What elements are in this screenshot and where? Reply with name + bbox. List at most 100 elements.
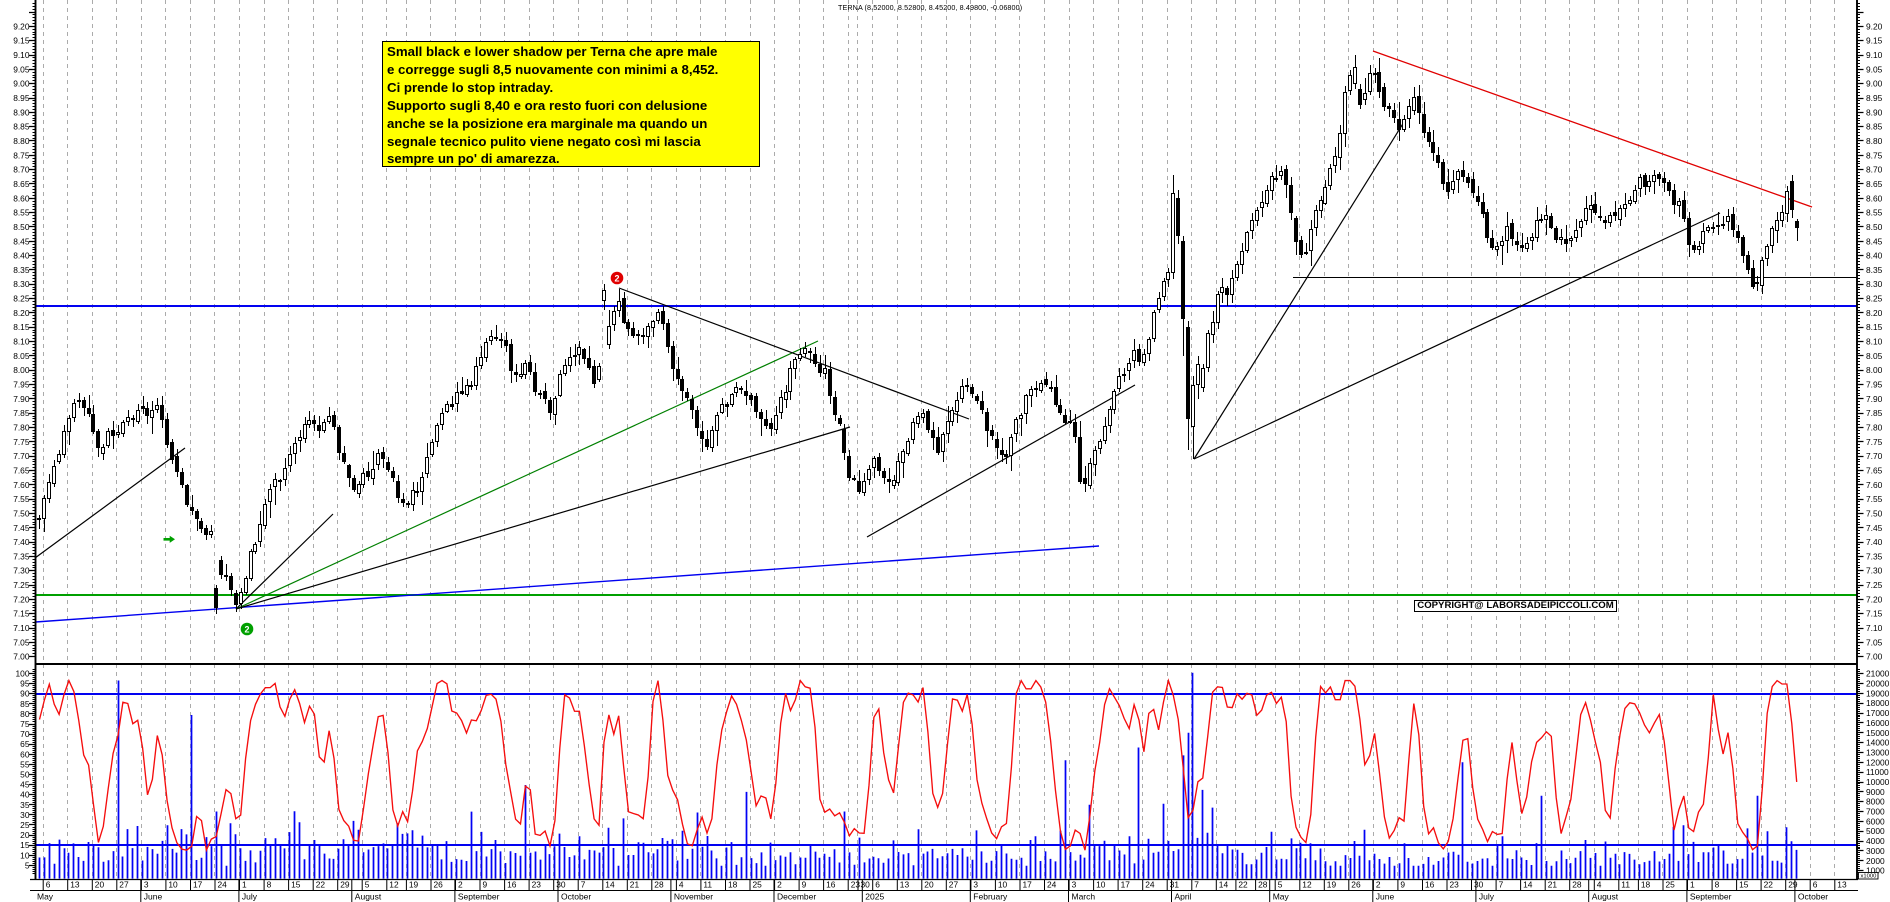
svg-text:7.30: 7.30 xyxy=(1866,566,1883,576)
svg-text:4: 4 xyxy=(1597,880,1602,890)
svg-text:7.30: 7.30 xyxy=(13,566,30,576)
svg-text:16: 16 xyxy=(826,880,836,890)
svg-text:9.15: 9.15 xyxy=(1866,36,1883,46)
svg-text:7.45: 7.45 xyxy=(1866,523,1883,533)
svg-text:8.65: 8.65 xyxy=(1866,179,1883,189)
svg-text:7.40: 7.40 xyxy=(1866,537,1883,547)
svg-text:20: 20 xyxy=(95,880,105,890)
svg-text:7.45: 7.45 xyxy=(13,523,30,533)
svg-text:10: 10 xyxy=(168,880,178,890)
svg-text:100: 100 xyxy=(16,669,30,679)
svg-text:29: 29 xyxy=(1788,880,1798,890)
svg-text:8.15: 8.15 xyxy=(1866,322,1883,332)
svg-text:7.50: 7.50 xyxy=(13,508,30,518)
svg-text:7: 7 xyxy=(1499,880,1504,890)
svg-text:17: 17 xyxy=(1121,880,1131,890)
svg-text:2: 2 xyxy=(1376,880,1381,890)
svg-text:8.15: 8.15 xyxy=(13,322,30,332)
svg-text:6: 6 xyxy=(875,880,880,890)
svg-text:15: 15 xyxy=(291,880,301,890)
svg-text:2: 2 xyxy=(614,274,619,284)
svg-text:12000: 12000 xyxy=(1866,757,1890,767)
svg-text:9.10: 9.10 xyxy=(1866,50,1883,60)
svg-text:8.20: 8.20 xyxy=(13,308,30,318)
svg-text:7.25: 7.25 xyxy=(1866,580,1883,590)
svg-text:8.10: 8.10 xyxy=(1866,337,1883,347)
svg-text:14000: 14000 xyxy=(1866,738,1890,748)
svg-text:60: 60 xyxy=(20,749,30,759)
svg-text:8.95: 8.95 xyxy=(13,93,30,103)
svg-text:13000: 13000 xyxy=(1866,748,1890,758)
svg-text:May: May xyxy=(37,892,54,902)
svg-text:8.50: 8.50 xyxy=(1866,222,1883,232)
svg-text:19: 19 xyxy=(1327,880,1337,890)
svg-text:8.70: 8.70 xyxy=(13,165,30,175)
svg-text:18: 18 xyxy=(728,880,738,890)
svg-text:5: 5 xyxy=(1278,880,1283,890)
svg-text:October: October xyxy=(1798,892,1828,902)
svg-text:80: 80 xyxy=(20,709,30,719)
svg-text:8.05: 8.05 xyxy=(1866,351,1883,361)
svg-text:13: 13 xyxy=(900,880,910,890)
svg-text:8.60: 8.60 xyxy=(1866,193,1883,203)
svg-text:8.35: 8.35 xyxy=(13,265,30,275)
svg-text:7.20: 7.20 xyxy=(1866,594,1883,604)
svg-text:10: 10 xyxy=(1096,880,1106,890)
svg-text:May: May xyxy=(1273,892,1290,902)
svg-text:8.25: 8.25 xyxy=(13,294,30,304)
svg-text:23: 23 xyxy=(532,880,542,890)
svg-text:95: 95 xyxy=(20,679,30,689)
svg-text:28: 28 xyxy=(1572,880,1582,890)
svg-text:3000: 3000 xyxy=(1866,846,1885,856)
svg-text:9.20: 9.20 xyxy=(1866,21,1883,31)
svg-text:1000: 1000 xyxy=(1866,866,1885,876)
svg-text:7.85: 7.85 xyxy=(13,408,30,418)
svg-text:17000: 17000 xyxy=(1866,708,1890,718)
svg-text:11: 11 xyxy=(703,880,712,890)
svg-text:7.65: 7.65 xyxy=(13,466,30,476)
svg-text:8.00: 8.00 xyxy=(13,365,30,375)
svg-text:31: 31 xyxy=(1170,880,1180,890)
svg-text:8.30: 8.30 xyxy=(13,279,30,289)
svg-text:17: 17 xyxy=(1023,880,1033,890)
svg-text:25: 25 xyxy=(753,880,763,890)
svg-text:18: 18 xyxy=(1641,880,1651,890)
svg-text:8.85: 8.85 xyxy=(13,122,30,132)
svg-text:27: 27 xyxy=(949,880,959,890)
svg-text:8.90: 8.90 xyxy=(1866,107,1883,117)
svg-text:26: 26 xyxy=(434,880,444,890)
svg-text:14: 14 xyxy=(1219,880,1229,890)
svg-text:August: August xyxy=(1592,892,1619,902)
svg-text:April: April xyxy=(1175,892,1192,902)
svg-text:November: November xyxy=(674,892,713,902)
svg-text:3: 3 xyxy=(1072,880,1077,890)
svg-text:September: September xyxy=(458,892,500,902)
svg-text:65: 65 xyxy=(20,739,30,749)
svg-text:2: 2 xyxy=(777,880,782,890)
svg-text:10000: 10000 xyxy=(1866,777,1890,787)
svg-text:7.55: 7.55 xyxy=(1866,494,1883,504)
svg-text:8.90: 8.90 xyxy=(13,107,30,117)
svg-text:16000: 16000 xyxy=(1866,718,1890,728)
svg-text:17: 17 xyxy=(193,880,203,890)
svg-text:21: 21 xyxy=(630,880,640,890)
svg-text:7.75: 7.75 xyxy=(1866,437,1883,447)
svg-text:8.95: 8.95 xyxy=(1866,93,1883,103)
svg-text:7.05: 7.05 xyxy=(1866,637,1883,647)
svg-text:7.05: 7.05 xyxy=(13,637,30,647)
svg-text:8.40: 8.40 xyxy=(1866,251,1883,261)
svg-text:8: 8 xyxy=(1715,880,1720,890)
svg-text:18000: 18000 xyxy=(1866,698,1890,708)
svg-text:8.75: 8.75 xyxy=(1866,150,1883,160)
svg-text:7.00: 7.00 xyxy=(13,652,30,662)
svg-text:2: 2 xyxy=(244,625,249,635)
svg-text:7000: 7000 xyxy=(1866,807,1885,817)
svg-text:8.55: 8.55 xyxy=(1866,208,1883,218)
svg-text:14: 14 xyxy=(1523,880,1533,890)
svg-text:8.00: 8.00 xyxy=(1866,365,1883,375)
svg-text:7.10: 7.10 xyxy=(13,623,30,633)
svg-text:7: 7 xyxy=(581,880,586,890)
svg-text:7.95: 7.95 xyxy=(1866,380,1883,390)
svg-text:19: 19 xyxy=(409,880,419,890)
svg-text:8.80: 8.80 xyxy=(13,136,30,146)
